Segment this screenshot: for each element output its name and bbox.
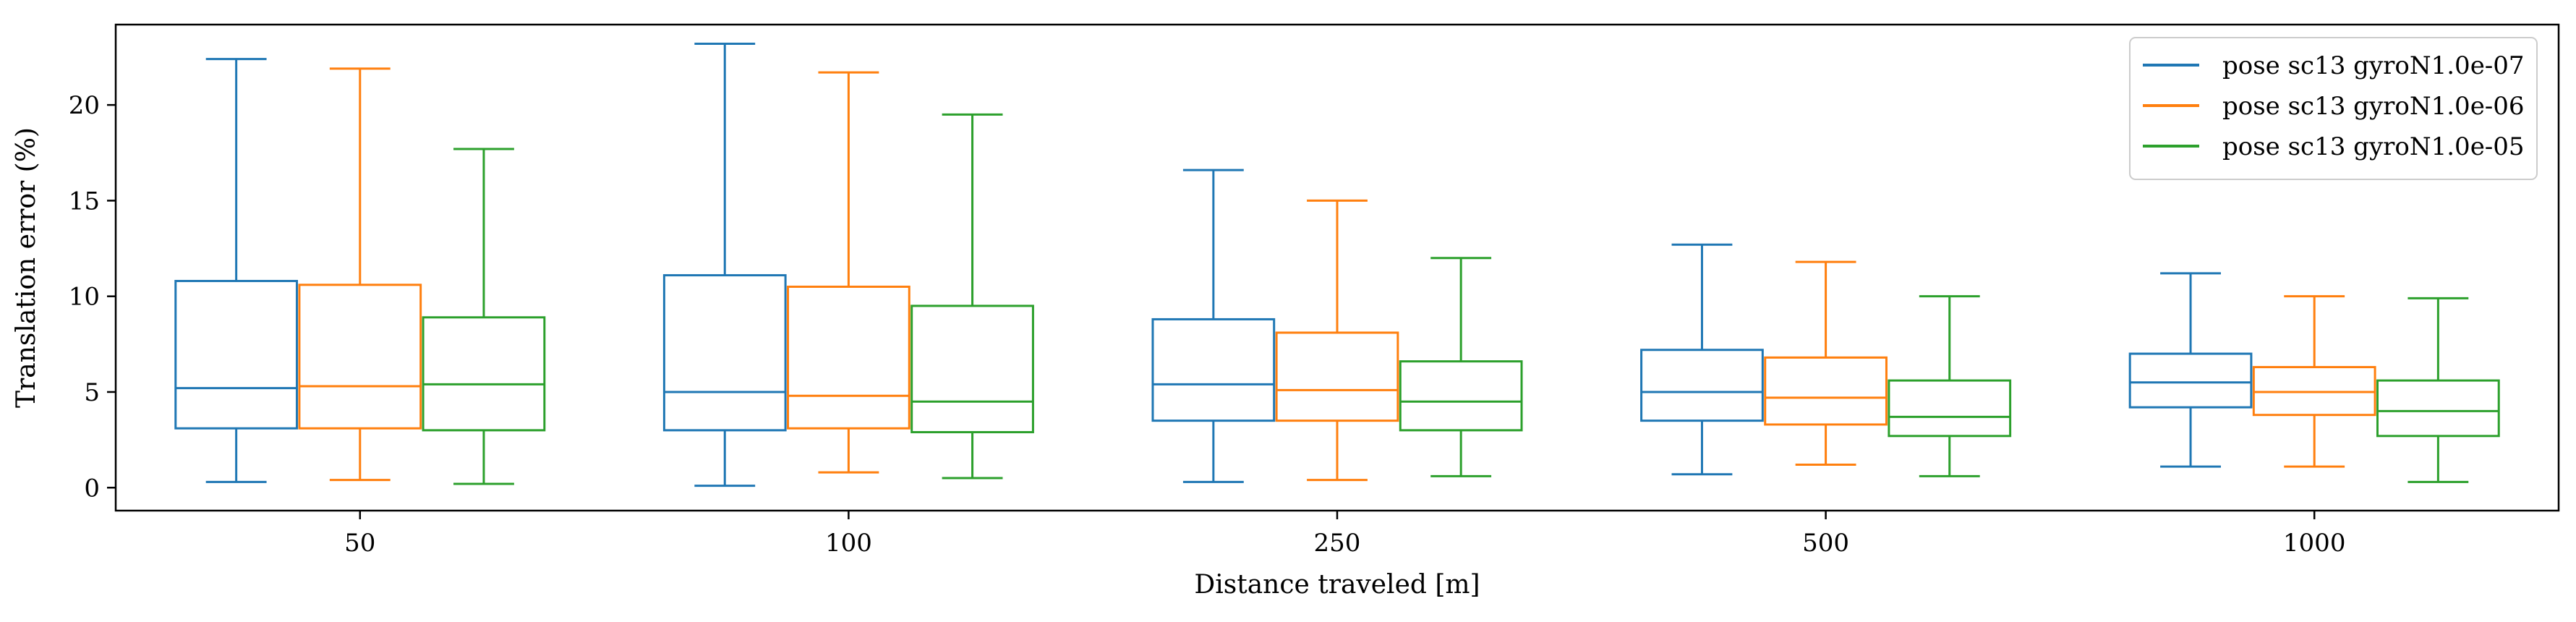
box-0-series-1 bbox=[298, 67, 422, 482]
box-3-series-0 bbox=[1640, 243, 1764, 476]
x-tick-label: 500 bbox=[1802, 529, 1849, 558]
box-body bbox=[1399, 360, 1523, 432]
y-tick-label: 0 bbox=[84, 474, 100, 503]
box-3-series-1 bbox=[1764, 260, 1888, 466]
y-tick-label: 20 bbox=[69, 91, 100, 120]
box-2-series-0 bbox=[1151, 169, 1276, 483]
y-tick-label: 10 bbox=[69, 283, 100, 312]
box-2-series-1 bbox=[1275, 199, 1399, 482]
box-body bbox=[174, 280, 299, 430]
box-4-series-2 bbox=[2376, 297, 2500, 483]
x-axis-label: Distance traveled [m] bbox=[1194, 570, 1480, 600]
legend-label: pose sc13 gyroN1.0e-06 bbox=[2222, 92, 2525, 121]
box-1-series-1 bbox=[787, 71, 910, 474]
box-0-series-2 bbox=[422, 148, 546, 485]
box-3-series-2 bbox=[1888, 295, 2012, 477]
box-2-series-2 bbox=[1399, 257, 1523, 477]
plot-area bbox=[174, 42, 2500, 487]
legend-box bbox=[2129, 37, 2538, 180]
x-tick-label: 50 bbox=[344, 529, 375, 558]
box-body bbox=[1640, 349, 1764, 422]
box-body bbox=[2376, 379, 2500, 438]
box-body bbox=[1151, 318, 1276, 422]
box-body bbox=[1764, 356, 1888, 426]
x-axis-ticks: 50 100 250 500 1000 bbox=[344, 511, 2345, 558]
legend-label: pose sc13 gyroN1.0e-05 bbox=[2222, 132, 2525, 161]
box-body bbox=[662, 274, 787, 432]
box-4-series-0 bbox=[2128, 272, 2253, 468]
box-body bbox=[2128, 352, 2253, 409]
box-body bbox=[1888, 379, 2012, 438]
y-tick-label: 5 bbox=[84, 378, 100, 407]
box-body bbox=[787, 285, 910, 430]
box-body bbox=[1275, 331, 1399, 422]
legend: pose sc13 gyroN1.0e-07 pose sc13 gyroN1.0… bbox=[2129, 37, 2538, 180]
box-4-series-1 bbox=[2252, 295, 2376, 468]
legend-label: pose sc13 gyroN1.0e-07 bbox=[2222, 51, 2525, 80]
box-1-series-0 bbox=[662, 42, 787, 487]
y-axis-label: Translation error (%) bbox=[12, 127, 41, 408]
x-tick-label: 100 bbox=[825, 529, 872, 558]
box-body bbox=[422, 316, 546, 432]
box-body bbox=[910, 304, 1034, 434]
box-body bbox=[298, 284, 422, 430]
y-axis-ticks: 0 5 10 15 20 bbox=[69, 91, 116, 503]
x-tick-label: 1000 bbox=[2283, 529, 2346, 558]
box-1-series-2 bbox=[910, 113, 1034, 480]
box-0-series-0 bbox=[174, 58, 299, 483]
x-tick-label: 250 bbox=[1314, 529, 1361, 558]
y-tick-label: 15 bbox=[69, 187, 100, 216]
